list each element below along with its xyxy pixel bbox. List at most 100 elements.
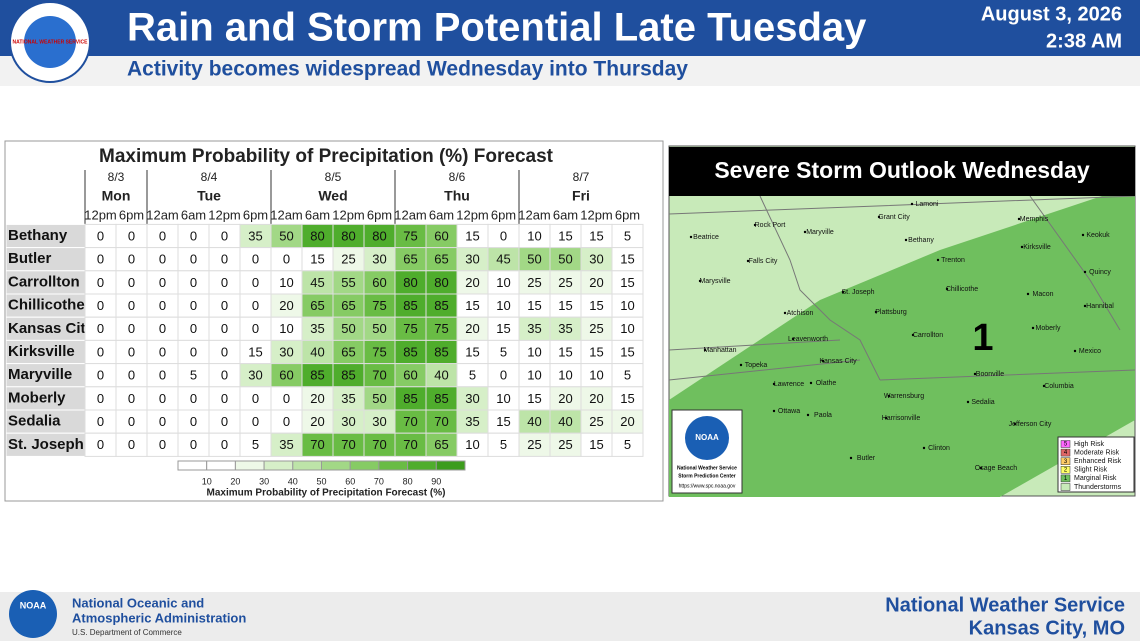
city-dot — [922, 446, 926, 450]
cell-value: 35 — [310, 321, 324, 336]
cell-value: 0 — [159, 368, 166, 383]
risk-number: 2 — [1064, 467, 1068, 473]
cell-value: 0 — [97, 252, 104, 267]
city-label: Lawrence — [774, 381, 804, 388]
department: U.S. Department of Commerce — [72, 628, 182, 637]
cell-value: 60 — [279, 368, 293, 383]
time-label: 12pm — [208, 207, 241, 222]
cell-value: 0 — [97, 275, 104, 290]
row-name: St. Joseph — [8, 436, 84, 453]
city-label: Macon — [1032, 291, 1053, 298]
cell-value: 65 — [341, 298, 355, 313]
cell-value: 25 — [558, 437, 572, 452]
city-label: Atchison — [787, 310, 814, 317]
cell-value: 30 — [589, 252, 603, 267]
cell-value: 0 — [221, 228, 228, 243]
cell-value: 0 — [128, 391, 135, 406]
cell-value: 15 — [527, 391, 541, 406]
cell-value: 0 — [97, 321, 104, 336]
cell-value: 10 — [465, 437, 479, 452]
city-dot — [841, 290, 845, 294]
legend-tick: 90 — [431, 476, 441, 486]
city-label: Clinton — [928, 445, 950, 452]
city-dot — [1013, 422, 1017, 426]
cell-value: 35 — [527, 321, 541, 336]
cell-value: 0 — [190, 298, 197, 313]
cell-value: 20 — [589, 391, 603, 406]
cell-value: 0 — [190, 437, 197, 452]
risk-number: 1 — [972, 317, 993, 359]
city-dot — [945, 287, 949, 291]
cell-value: 85 — [341, 368, 355, 383]
cell-value: 85 — [434, 344, 448, 359]
cell-value: 0 — [159, 228, 166, 243]
city-dot — [1017, 217, 1021, 221]
cell-value: 40 — [558, 414, 572, 429]
risk-label: High Risk — [1074, 441, 1104, 448]
spc-logo-text: NOAA — [695, 433, 719, 442]
city-dot — [877, 215, 881, 219]
cell-value: 15 — [248, 344, 262, 359]
city-dot — [1073, 349, 1077, 353]
cell-value: 10 — [279, 321, 293, 336]
cell — [611, 432, 644, 457]
cell-value: 30 — [465, 252, 479, 267]
cell-value: 0 — [190, 252, 197, 267]
cell-value: 20 — [465, 321, 479, 336]
cell-value: 20 — [279, 298, 293, 313]
risk-label: Marginal Risk — [1074, 475, 1117, 482]
cell-value: 40 — [527, 414, 541, 429]
cell-value: 85 — [403, 298, 417, 313]
day-name: Mon — [102, 188, 131, 204]
cell-value: 30 — [248, 368, 262, 383]
cell-value: 30 — [372, 252, 386, 267]
subtitle-band — [0, 56, 1140, 86]
cell-value: 35 — [279, 437, 293, 452]
time-label: 6pm — [367, 207, 392, 222]
cell-value: 80 — [341, 228, 355, 243]
marginal-area — [669, 185, 1135, 497]
cell-value: 30 — [465, 391, 479, 406]
office: Kansas City, MO — [969, 617, 1125, 639]
cell-value: 75 — [403, 228, 417, 243]
cell-value: 25 — [527, 437, 541, 452]
cell-value: 0 — [97, 298, 104, 313]
city-dot — [689, 235, 693, 239]
cell-value: 15 — [527, 298, 541, 313]
city-label: Ottawa — [778, 408, 800, 415]
date: August 3, 2026 — [981, 3, 1122, 25]
cell-value: 20 — [310, 391, 324, 406]
city-dot — [698, 279, 702, 283]
cell-value: 10 — [527, 228, 541, 243]
city-label: Plattsburg — [875, 309, 907, 316]
cell-value: 10 — [589, 368, 603, 383]
cell-value: 0 — [221, 368, 228, 383]
cell-value: 10 — [496, 298, 510, 313]
time-label: 6pm — [615, 207, 640, 222]
cell-value: 10 — [620, 321, 634, 336]
cell-value: 0 — [128, 414, 135, 429]
city-dot — [1083, 270, 1087, 274]
cell-value: 55 — [341, 275, 355, 290]
row-name: Chillicothe — [8, 297, 85, 314]
city-label: Hannibal — [1086, 303, 1114, 310]
header-band — [0, 0, 1140, 56]
row-name: Butler — [8, 250, 52, 267]
cell-value: 0 — [128, 368, 135, 383]
day-date: 8/5 — [325, 170, 342, 184]
cell-value: 25 — [589, 414, 603, 429]
city-dot — [772, 382, 776, 386]
cell-value: 75 — [372, 344, 386, 359]
spc-org: National Weather Service — [677, 465, 737, 471]
time-label: 12pm — [332, 207, 365, 222]
city-dot — [1031, 326, 1035, 330]
cell-value: 60 — [403, 368, 417, 383]
city-dot — [910, 202, 914, 206]
cell-value: 0 — [159, 275, 166, 290]
cell-value: 60 — [434, 228, 448, 243]
cell-value: 65 — [341, 344, 355, 359]
cell-value: 20 — [620, 414, 634, 429]
cell-value: 0 — [159, 321, 166, 336]
